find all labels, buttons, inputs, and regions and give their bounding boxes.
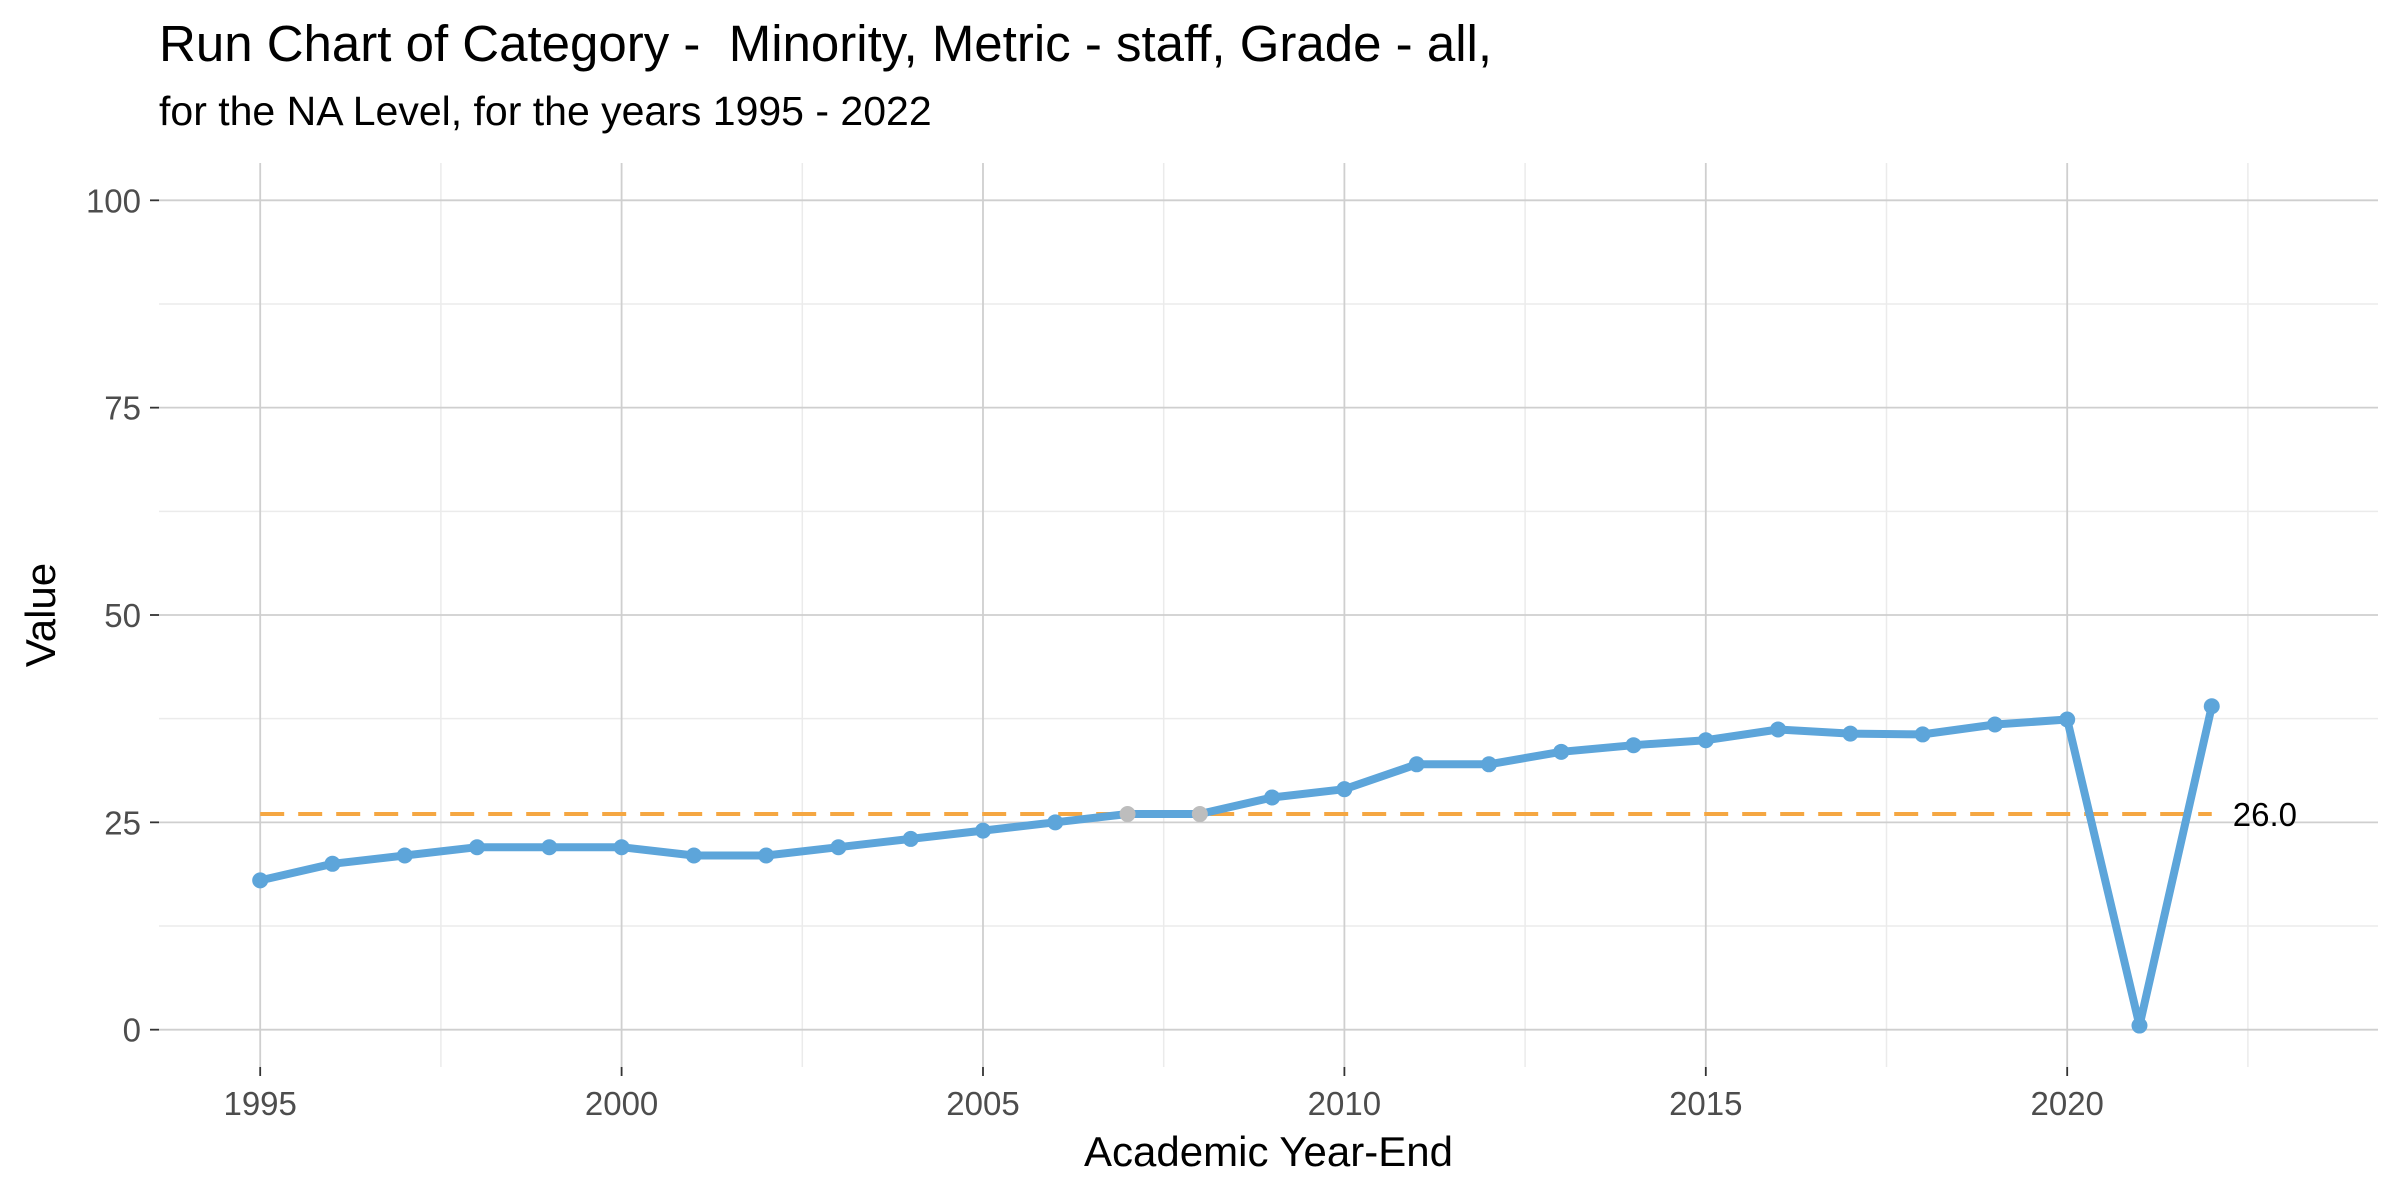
data-point <box>2203 698 2220 715</box>
x-tick-label: 1995 <box>223 1085 296 1122</box>
data-point <box>541 839 558 856</box>
y-tick-label: 75 <box>104 390 141 427</box>
y-tick-label: 50 <box>104 597 141 634</box>
data-point <box>1914 726 1931 743</box>
series-line <box>256 702 2216 1030</box>
data-point <box>974 822 991 839</box>
series-group <box>252 698 2220 1034</box>
data-point <box>613 839 630 856</box>
data-point <box>1553 743 1570 760</box>
data-point <box>1842 725 1859 742</box>
data-point <box>1191 806 1208 823</box>
data-point <box>1986 716 2003 733</box>
chart-title: Run Chart of Category - Minority, Metric… <box>159 15 1493 72</box>
y-tick-label: 100 <box>86 182 141 219</box>
grid-lines <box>159 163 2378 1067</box>
x-axis-title: Academic Year-End <box>1084 1128 1453 1175</box>
reference-line-group: 26.0 <box>260 796 2297 833</box>
data-point <box>1408 756 1425 773</box>
y-tick-label: 0 <box>123 1012 141 1049</box>
data-point <box>1047 814 1064 831</box>
reference-line-label: 26.0 <box>2233 796 2297 833</box>
data-point <box>2131 1017 2148 1034</box>
y-tick-label: 25 <box>104 804 141 841</box>
data-point <box>1697 732 1714 749</box>
x-tick-label: 2010 <box>1308 1085 1381 1122</box>
data-point <box>1480 756 1497 773</box>
data-point <box>324 855 341 872</box>
x-tick-label: 2015 <box>1669 1085 1742 1122</box>
data-point <box>396 847 413 864</box>
data-point <box>685 847 702 864</box>
x-tick-label: 2005 <box>946 1085 1019 1122</box>
data-point <box>1770 721 1787 738</box>
axis-ticks: 1995 2000 2005 2010 2015 2020 0 25 50 75 100 <box>86 182 2104 1122</box>
data-point <box>1336 781 1353 798</box>
data-point <box>758 847 775 864</box>
data-point <box>2059 711 2076 728</box>
data-point <box>1119 806 1136 823</box>
data-point <box>1625 737 1642 754</box>
data-point <box>252 872 269 889</box>
data-point <box>830 839 847 856</box>
y-axis-title: Value <box>17 563 64 667</box>
data-point <box>469 839 486 856</box>
data-point <box>1264 789 1281 806</box>
x-tick-label: 2000 <box>585 1085 658 1122</box>
chart-subtitle: for the NA Level, for the years 1995 - 2… <box>159 88 932 134</box>
data-point <box>902 830 919 847</box>
x-tick-label: 2020 <box>2030 1085 2103 1122</box>
